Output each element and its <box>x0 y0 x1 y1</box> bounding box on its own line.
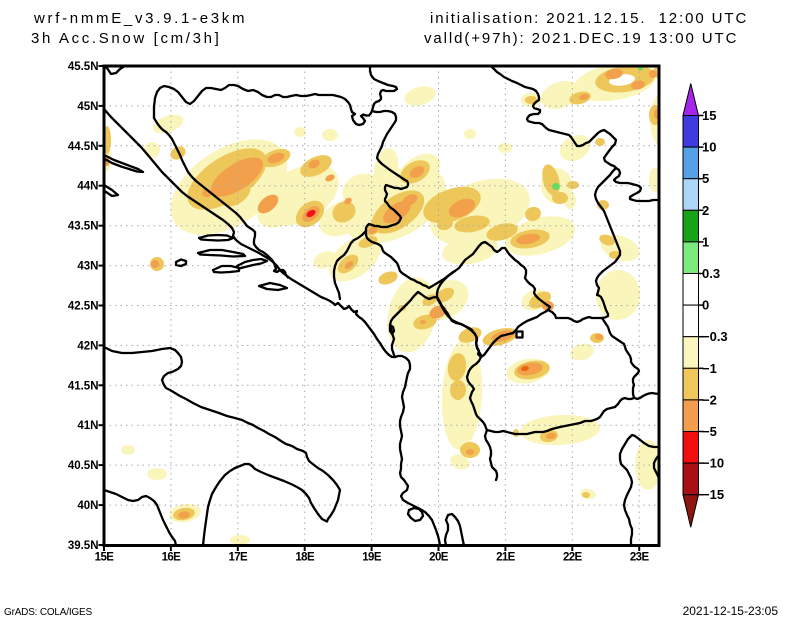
svg-text:40N: 40N <box>77 500 98 512</box>
svg-text:0.3: 0.3 <box>702 266 720 281</box>
svg-text:1: 1 <box>702 234 709 249</box>
svg-text:45.5N: 45.5N <box>68 61 99 73</box>
svg-text:42N: 42N <box>77 340 98 352</box>
svg-text:2: 2 <box>702 203 709 218</box>
svg-text:valld(+97h): 2021.DEC.19 13:00: valld(+97h): 2021.DEC.19 13:00 UTC <box>424 30 738 47</box>
svg-text:21E: 21E <box>496 552 516 564</box>
svg-text:GrADS: COLA/IGES: GrADS: COLA/IGES <box>4 607 92 618</box>
svg-text:3h Acc.Snow [cm/3h]: 3h Acc.Snow [cm/3h] <box>31 30 221 47</box>
svg-text:−15: −15 <box>702 487 724 502</box>
svg-text:43.5N: 43.5N <box>68 221 99 233</box>
svg-text:−5: −5 <box>702 424 717 439</box>
svg-text:−10: −10 <box>702 456 724 471</box>
svg-text:18E: 18E <box>295 552 315 564</box>
svg-text:23E: 23E <box>630 552 650 564</box>
svg-text:2021-12-15-23:05: 2021-12-15-23:05 <box>683 604 779 618</box>
svg-text:20E: 20E <box>429 552 449 564</box>
svg-text:22E: 22E <box>563 552 583 564</box>
svg-text:43N: 43N <box>77 261 98 273</box>
svg-text:wrf-nmmE_v3.9.1-e3km: wrf-nmmE_v3.9.1-e3km <box>33 10 247 27</box>
svg-text:41N: 41N <box>77 420 98 432</box>
svg-text:−1: −1 <box>702 361 717 376</box>
svg-text:44N: 44N <box>77 181 98 193</box>
svg-text:41.5N: 41.5N <box>68 380 99 392</box>
svg-text:17E: 17E <box>228 552 248 564</box>
svg-text:15: 15 <box>702 108 716 123</box>
svg-text:44.5N: 44.5N <box>68 141 99 153</box>
svg-text:15E: 15E <box>95 552 115 564</box>
svg-text:5: 5 <box>702 171 709 186</box>
svg-text:10: 10 <box>702 140 716 155</box>
svg-text:−2: −2 <box>702 392 717 407</box>
svg-text:39.5N: 39.5N <box>68 540 99 552</box>
svg-text:−0.3: −0.3 <box>702 329 728 344</box>
svg-text:0: 0 <box>702 298 709 313</box>
svg-text:19E: 19E <box>362 552 382 564</box>
svg-text:40.5N: 40.5N <box>68 460 99 472</box>
svg-text:16E: 16E <box>162 552 182 564</box>
svg-text:45N: 45N <box>77 101 98 113</box>
svg-text:initialisation: 2021.12.15. 1: initialisation: 2021.12.15. 12:00 UTC <box>430 10 748 27</box>
svg-text:42.5N: 42.5N <box>68 301 99 313</box>
